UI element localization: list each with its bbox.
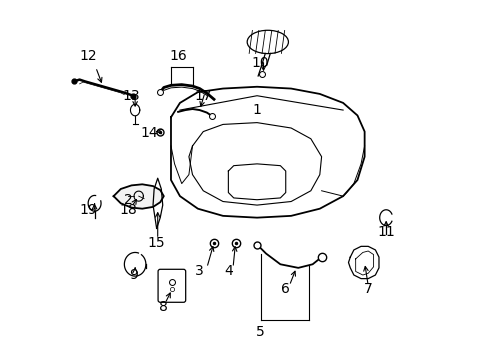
Text: 5: 5	[256, 325, 264, 339]
Text: 4: 4	[224, 265, 232, 278]
Text: 18: 18	[119, 203, 137, 217]
Text: 17: 17	[194, 89, 212, 103]
Text: 14: 14	[141, 126, 158, 140]
Polygon shape	[113, 184, 163, 209]
Text: 19: 19	[80, 203, 97, 217]
Text: 16: 16	[169, 49, 186, 63]
Text: 13: 13	[122, 89, 140, 103]
Text: 2: 2	[123, 193, 132, 207]
Text: 15: 15	[147, 236, 165, 250]
FancyBboxPatch shape	[158, 269, 185, 302]
Text: 7: 7	[363, 282, 372, 296]
Text: 1: 1	[252, 103, 261, 117]
Text: 10: 10	[251, 57, 269, 71]
Text: 11: 11	[377, 225, 394, 239]
Text: 3: 3	[195, 265, 203, 278]
Text: 6: 6	[281, 282, 289, 296]
Text: 9: 9	[129, 268, 138, 282]
Text: 8: 8	[159, 300, 168, 314]
Text: 12: 12	[80, 49, 97, 63]
Ellipse shape	[247, 30, 288, 54]
